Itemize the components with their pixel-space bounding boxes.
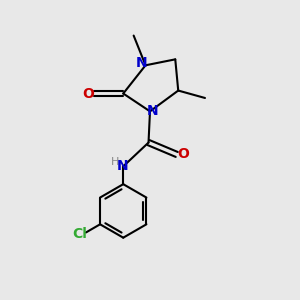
Text: Cl: Cl (72, 227, 87, 241)
Text: H: H (111, 157, 119, 167)
Text: N: N (147, 104, 158, 118)
Text: O: O (82, 86, 94, 100)
Text: N: N (117, 159, 128, 173)
Text: O: O (177, 148, 189, 161)
Text: N: N (136, 56, 148, 70)
